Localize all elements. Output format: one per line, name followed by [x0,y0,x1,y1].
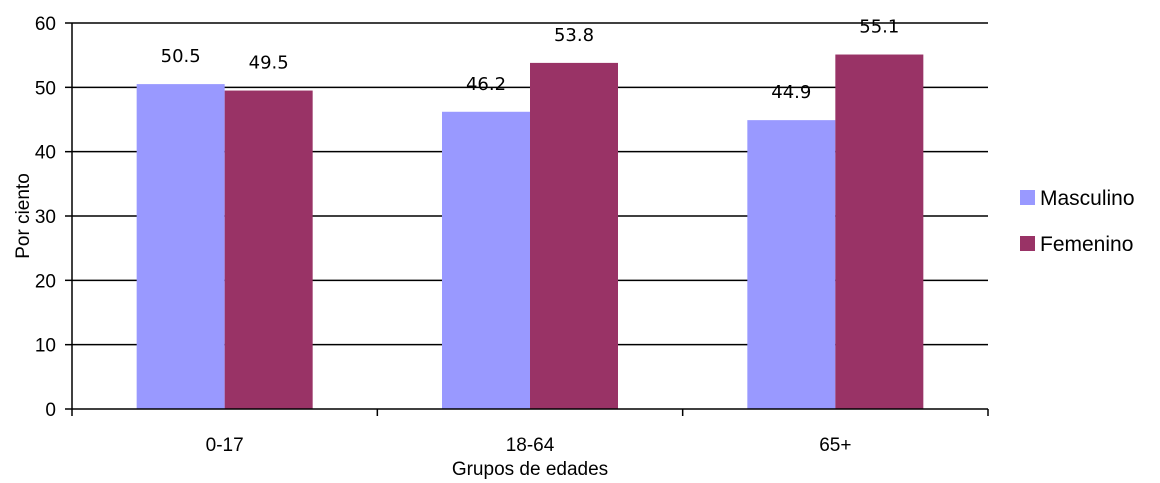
legend-swatch [1020,190,1035,205]
data-label: 53.8 [554,25,594,46]
data-label: 49.5 [249,53,289,74]
x-tick-label: 0-17 [206,435,244,456]
x-axis-label: Grupos de edades [452,459,608,480]
x-tick-label: 65+ [819,435,851,456]
legend: Masculino Femenino [1020,187,1135,256]
bar [835,54,924,409]
data-labels: 50.5 49.5 46.2 53.8 44.9 55.1 [161,17,900,104]
bar [442,111,530,409]
bar [224,90,313,410]
y-tick-label: 0 [45,400,56,421]
y-tick-labels: 0 10 20 30 40 50 60 [35,14,56,421]
legend-label: Masculino [1040,187,1135,210]
bars [136,54,924,410]
y-tick-label: 40 [35,143,56,164]
bar [747,120,836,409]
data-label: 44.9 [771,82,811,103]
data-label: 50.5 [161,46,201,67]
y-axis-label: Por ciento [13,173,34,259]
data-label: 55.1 [859,17,899,38]
y-tick-label: 10 [35,336,56,357]
y-tick-label: 20 [35,271,56,292]
x-tick-label: 18-64 [506,435,555,456]
bar [530,62,618,410]
y-tick-label: 50 [35,78,56,99]
axes [65,22,989,416]
x-tick-labels: 0-17 18-64 65+ [206,435,852,456]
legend-swatch [1020,236,1035,251]
bar [136,84,225,409]
data-label: 46.2 [466,74,506,95]
y-tick-label: 60 [35,14,56,35]
y-tick-label: 30 [35,207,56,228]
legend-label: Femenino [1040,233,1133,256]
